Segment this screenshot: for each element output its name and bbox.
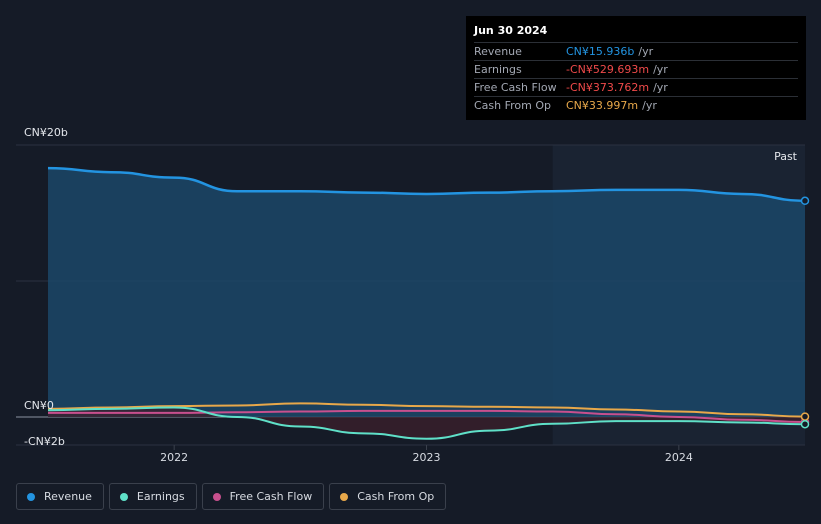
tooltip-value: -CN¥373.762m: [566, 81, 650, 94]
y-tick-label: CN¥20b: [24, 126, 68, 139]
x-tick-label: 2022: [160, 451, 188, 464]
tooltip-label: Revenue: [474, 45, 522, 58]
legend-label: Earnings: [136, 490, 185, 503]
tooltip-value: CN¥15.936b: [566, 45, 635, 58]
tooltip-label: Free Cash Flow: [474, 81, 557, 94]
tooltip-row-free-cash-flow: Free Cash Flow -CN¥373.762m /yr: [474, 78, 798, 96]
tooltip-row-cash-from-op: Cash From Op CN¥33.997m /yr: [474, 96, 798, 114]
tooltip-unit: /yr: [653, 81, 668, 94]
legend-dot-icon: [212, 492, 221, 501]
past-label: Past: [774, 150, 798, 163]
tooltip-unit: /yr: [653, 63, 668, 76]
legend-item-free-cash-flow[interactable]: Free Cash Flow: [201, 483, 325, 510]
tooltip: Jun 30 2024 Revenue CN¥15.936b /yr Earni…: [466, 16, 806, 120]
revenue-area: [48, 168, 805, 417]
legend-label: Revenue: [44, 490, 92, 503]
y-tick-label: CN¥0: [24, 399, 54, 412]
tooltip-label: Earnings: [474, 63, 522, 76]
legend-item-revenue[interactable]: Revenue: [16, 483, 104, 510]
legend-dot-icon: [340, 492, 349, 501]
tooltip-value: CN¥33.997m: [566, 99, 639, 112]
tooltip-unit: /yr: [642, 99, 657, 112]
earnings-area: [48, 407, 805, 439]
series-line-cash-from-op: [47, 402, 806, 418]
legend-item-earnings[interactable]: Earnings: [108, 483, 197, 510]
legend-dot-icon: [119, 492, 128, 501]
x-tick-label: 2023: [413, 451, 441, 464]
legend-item-cash-from-op[interactable]: Cash From Op: [329, 483, 447, 510]
legend-label: Cash From Op: [357, 490, 435, 503]
series-endpoint-earnings: [800, 419, 810, 429]
y-tick-label: -CN¥2b: [24, 435, 65, 448]
legend: Revenue Earnings Free Cash Flow Cash Fro…: [16, 483, 447, 510]
x-tick-label: 2024: [665, 451, 693, 464]
tooltip-label: Cash From Op: [474, 99, 552, 112]
series-endpoint-cash-from-op: [800, 412, 810, 421]
series-endpoint-revenue: [800, 196, 810, 206]
series-line-earnings: [47, 406, 806, 440]
tooltip-unit: /yr: [638, 45, 654, 58]
legend-dot-icon: [27, 492, 35, 501]
tooltip-row-revenue: Revenue CN¥15.936b /yr: [474, 42, 798, 60]
series-line-revenue: [47, 166, 806, 203]
series-line-free-cash-flow: [47, 409, 806, 424]
tooltip-value: -CN¥529.693m: [566, 63, 650, 76]
tooltip-row-earnings: Earnings -CN¥529.693m /yr: [474, 60, 798, 78]
tooltip-date: Jun 30 2024: [474, 24, 548, 37]
legend-label: Free Cash Flow: [229, 490, 313, 503]
